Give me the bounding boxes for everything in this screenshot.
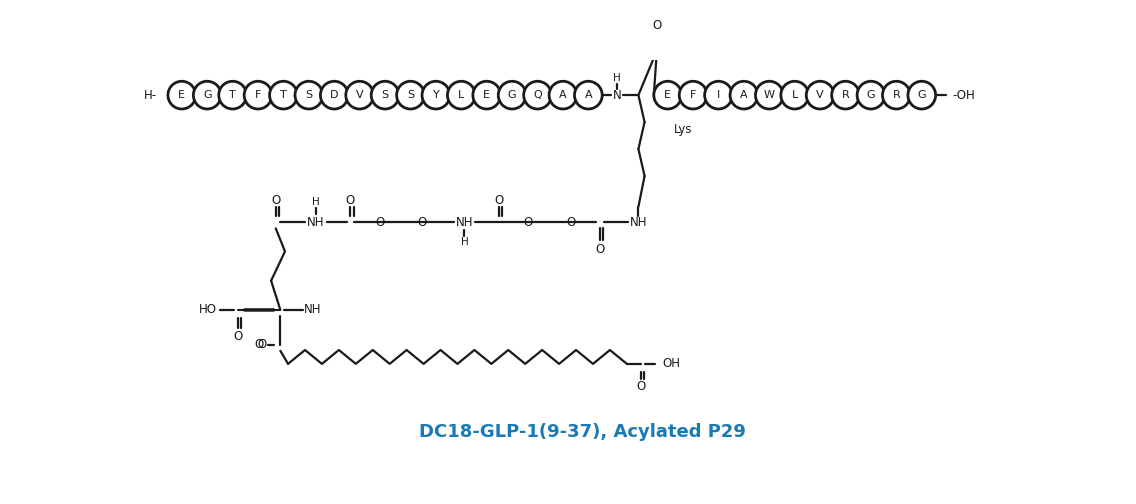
Circle shape bbox=[295, 81, 323, 109]
Circle shape bbox=[730, 81, 758, 109]
Circle shape bbox=[780, 81, 809, 109]
Circle shape bbox=[654, 81, 682, 109]
Text: W: W bbox=[763, 90, 775, 100]
Text: N: N bbox=[612, 89, 621, 102]
Text: O: O bbox=[254, 338, 264, 351]
Text: V: V bbox=[356, 90, 364, 100]
Circle shape bbox=[371, 81, 399, 109]
Circle shape bbox=[448, 81, 475, 109]
Text: -OH: -OH bbox=[953, 89, 976, 102]
Circle shape bbox=[219, 81, 247, 109]
Text: O: O bbox=[494, 194, 503, 207]
Circle shape bbox=[396, 81, 425, 109]
Text: F: F bbox=[690, 90, 696, 100]
Text: F: F bbox=[254, 90, 261, 100]
Text: HO: HO bbox=[199, 303, 217, 317]
Text: R: R bbox=[842, 90, 850, 100]
Circle shape bbox=[423, 81, 450, 109]
Text: T: T bbox=[281, 90, 286, 100]
Text: Q: Q bbox=[533, 90, 542, 100]
Circle shape bbox=[345, 81, 374, 109]
Circle shape bbox=[168, 81, 195, 109]
Text: O: O bbox=[345, 194, 356, 207]
Text: H: H bbox=[312, 197, 319, 207]
Text: Y: Y bbox=[433, 90, 440, 100]
Text: T: T bbox=[229, 90, 236, 100]
Text: I: I bbox=[717, 90, 720, 100]
Circle shape bbox=[473, 81, 501, 109]
Circle shape bbox=[857, 81, 885, 109]
Text: H: H bbox=[460, 237, 468, 247]
Circle shape bbox=[704, 81, 733, 109]
Text: E: E bbox=[178, 90, 185, 100]
Circle shape bbox=[320, 81, 348, 109]
Text: O: O bbox=[524, 216, 533, 229]
Text: O: O bbox=[652, 19, 661, 32]
Circle shape bbox=[883, 81, 910, 109]
Text: G: G bbox=[867, 90, 875, 100]
Text: A: A bbox=[740, 90, 747, 100]
Text: NH: NH bbox=[304, 303, 321, 317]
Text: O: O bbox=[375, 216, 384, 229]
Text: Lys: Lys bbox=[674, 123, 692, 136]
Circle shape bbox=[193, 81, 222, 109]
Text: V: V bbox=[817, 90, 824, 100]
Circle shape bbox=[269, 81, 298, 109]
Text: G: G bbox=[203, 90, 211, 100]
Circle shape bbox=[832, 81, 860, 109]
Text: S: S bbox=[306, 90, 312, 100]
Text: G: G bbox=[508, 90, 517, 100]
Circle shape bbox=[549, 81, 577, 109]
Circle shape bbox=[755, 81, 783, 109]
Circle shape bbox=[524, 81, 551, 109]
Text: L: L bbox=[792, 90, 797, 100]
Text: O: O bbox=[233, 331, 243, 343]
Text: O: O bbox=[636, 381, 645, 394]
Text: O: O bbox=[272, 194, 281, 207]
Circle shape bbox=[499, 81, 526, 109]
Text: O: O bbox=[595, 242, 604, 256]
Text: DC18-GLP-1(9-37), Acylated P29: DC18-GLP-1(9-37), Acylated P29 bbox=[419, 423, 745, 440]
Circle shape bbox=[807, 81, 834, 109]
Text: D: D bbox=[331, 90, 339, 100]
Text: O: O bbox=[417, 216, 427, 229]
Text: H-: H- bbox=[144, 89, 157, 102]
Text: H: H bbox=[613, 73, 620, 83]
Text: NH: NH bbox=[629, 216, 648, 229]
Text: O: O bbox=[566, 216, 575, 229]
Text: NH: NH bbox=[307, 216, 325, 229]
Text: E: E bbox=[665, 90, 671, 100]
Text: E: E bbox=[483, 90, 491, 100]
Text: L: L bbox=[458, 90, 465, 100]
Circle shape bbox=[908, 81, 936, 109]
Text: A: A bbox=[559, 90, 567, 100]
Circle shape bbox=[244, 81, 272, 109]
Text: O: O bbox=[257, 338, 267, 351]
Text: OH: OH bbox=[662, 357, 680, 370]
Circle shape bbox=[679, 81, 707, 109]
Text: NH: NH bbox=[456, 216, 473, 229]
Circle shape bbox=[575, 81, 602, 109]
Text: R: R bbox=[893, 90, 900, 100]
Text: G: G bbox=[918, 90, 926, 100]
Text: A: A bbox=[585, 90, 592, 100]
Text: S: S bbox=[407, 90, 414, 100]
Text: S: S bbox=[382, 90, 389, 100]
